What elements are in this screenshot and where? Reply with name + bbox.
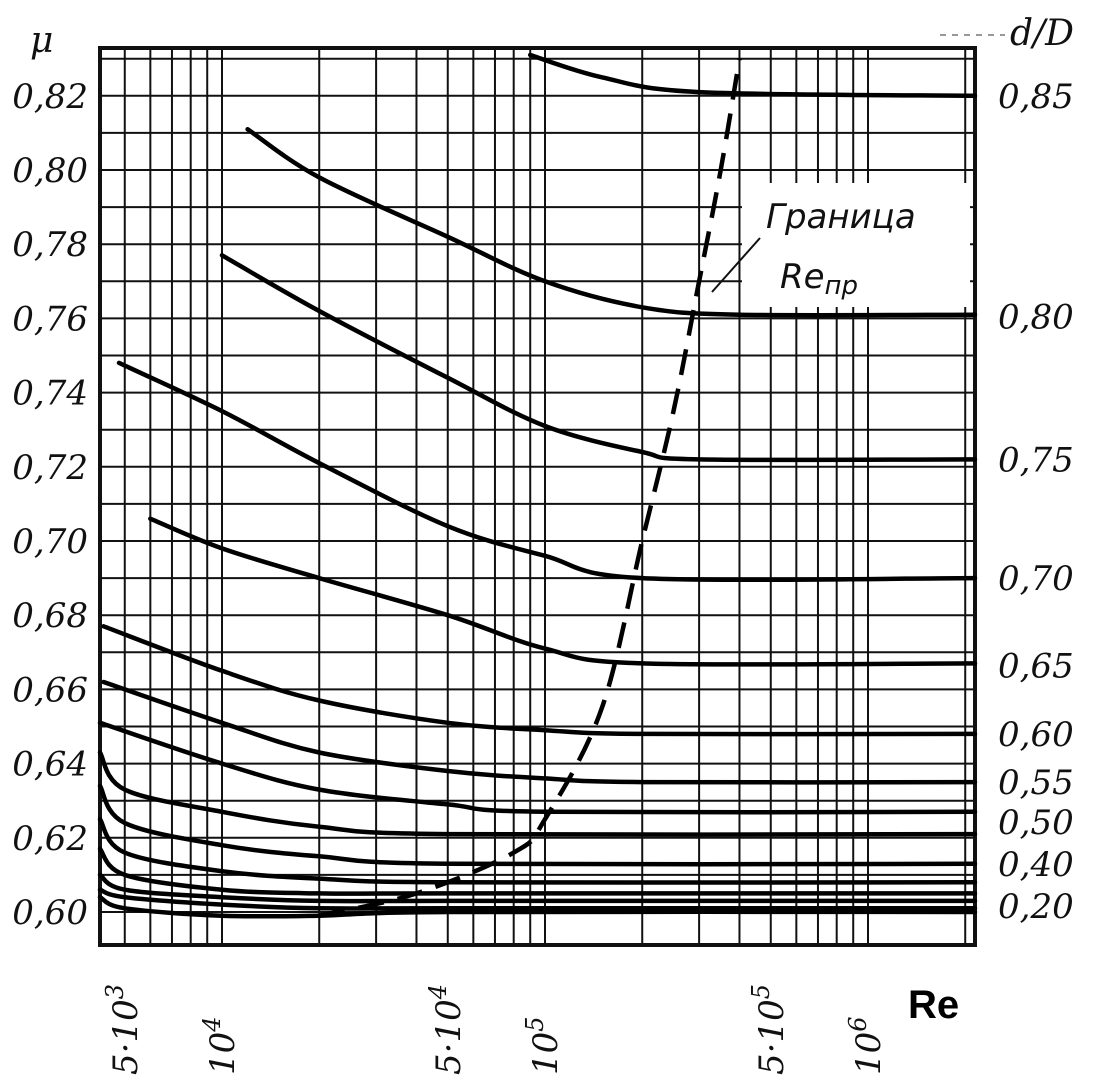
series-line-5 xyxy=(101,624,978,737)
series-line-3 xyxy=(116,360,978,582)
right-axis-label: 0,65 xyxy=(998,646,1074,686)
x-tick-text: 5·105 xyxy=(747,984,792,1075)
x-tick-exponent: 5 xyxy=(747,984,775,999)
x-tick-base: 10 xyxy=(849,1032,889,1075)
boundary-group xyxy=(318,58,742,918)
y-tick-label: 0,64 xyxy=(12,745,88,785)
boundary-label-title: Граница xyxy=(766,197,916,237)
right-axis-label: 0,85 xyxy=(998,77,1074,117)
x-tick-exponent: 6 xyxy=(844,1016,872,1031)
x-tick-label: 5·105 xyxy=(747,984,792,1075)
series-line-10 xyxy=(97,816,978,885)
x-tick-label: 106 xyxy=(844,1016,889,1075)
right-axis-label: 0,80 xyxy=(998,298,1074,338)
boundary-label-symbol: Reпр xyxy=(780,257,858,301)
series-line-2 xyxy=(219,253,978,463)
series-line-6 xyxy=(101,679,978,785)
series-line-9 xyxy=(97,783,978,867)
x-tick-label: 105 xyxy=(521,1016,566,1075)
y-tick-label: 0,78 xyxy=(12,225,88,265)
x-tick-text: 5·103 xyxy=(101,984,146,1075)
y-tick-label: 0,76 xyxy=(12,299,88,339)
grid xyxy=(100,48,975,945)
x-tick-base: 5·10 xyxy=(429,999,469,1075)
right-axis-label: 0,20 xyxy=(998,887,1074,927)
x-tick-base: 5·10 xyxy=(106,999,146,1075)
y-tick-labels: 0,60 0,62 0,64 0,66 0,68 0,70 0,72 0,74 0,76 0,78… xyxy=(12,77,88,933)
y-tick-label: 0,74 xyxy=(12,374,88,414)
y-tick-label: 0,60 xyxy=(12,893,88,933)
y-tick-label: 0,66 xyxy=(12,670,88,710)
x-axis-title: Re xyxy=(908,983,959,1027)
x-tick-exponent: 4 xyxy=(198,1016,226,1032)
series-group xyxy=(97,52,978,919)
series-line-7 xyxy=(97,720,978,815)
boundary-label-subscript: пр xyxy=(825,271,859,301)
plot-frame xyxy=(98,46,977,947)
x-tick-exponent: 3 xyxy=(101,984,129,999)
x-tick-base: 5·10 xyxy=(752,999,792,1075)
y-axis-title: μ xyxy=(30,20,53,61)
y-tick-label: 0,80 xyxy=(12,151,88,191)
series-line-1 xyxy=(245,126,978,318)
x-tick-label: 104 xyxy=(198,1016,243,1075)
x-tick-text: 5·104 xyxy=(424,984,469,1075)
right-axis-label: 0,60 xyxy=(998,715,1074,755)
series-line-11 xyxy=(97,846,978,896)
boundary-curve xyxy=(318,58,742,918)
right-axis-label: 0,55 xyxy=(998,763,1074,803)
series-line-12 xyxy=(97,872,978,904)
y-tick-label: 0,82 xyxy=(12,77,88,117)
x-tick-base: 10 xyxy=(526,1032,566,1075)
boundary-label-re: Re xyxy=(780,257,825,297)
boundary-leader-line xyxy=(711,237,761,293)
y-tick-label: 0,62 xyxy=(12,819,88,859)
x-tick-text: 104 xyxy=(198,1016,243,1075)
boundary-label-box xyxy=(742,183,970,307)
series-line-13 xyxy=(97,887,978,911)
x-tick-exponent: 4 xyxy=(424,984,452,1000)
x-tick-base: 10 xyxy=(203,1032,243,1075)
right-axis-label: 0,75 xyxy=(998,440,1074,480)
right-axis-labels: 0,85 0,80 0,75 0,70 0,65 0,60 0,550,500,400,20 xyxy=(998,77,1074,927)
x-tick-exponent: 5 xyxy=(521,1016,549,1031)
y-tick-label: 0,70 xyxy=(12,522,88,562)
series-line-0 xyxy=(527,52,978,99)
right-axis-title: d/D xyxy=(1010,13,1074,54)
x-tick-label: 5·103 xyxy=(101,984,146,1075)
x-tick-text: 106 xyxy=(844,1016,889,1075)
right-axis-label: 0,40 xyxy=(998,845,1074,885)
y-tick-label: 0,68 xyxy=(12,596,88,636)
y-tick-label: 0,72 xyxy=(12,448,88,488)
x-tick-label: 5·104 xyxy=(424,984,469,1075)
series-line-14 xyxy=(97,894,978,919)
series-line-8 xyxy=(97,750,978,837)
series-line-4 xyxy=(148,516,978,667)
x-tick-text: 105 xyxy=(521,1016,566,1075)
right-axis-label: 0,70 xyxy=(998,559,1074,599)
right-axis-label: 0,50 xyxy=(998,803,1074,843)
